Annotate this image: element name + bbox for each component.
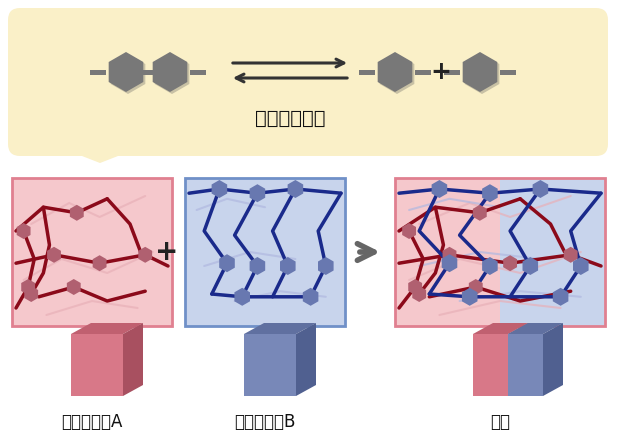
Polygon shape	[553, 288, 569, 306]
Polygon shape	[67, 279, 81, 295]
Polygon shape	[463, 52, 497, 92]
Bar	[134, 69, 150, 74]
Bar	[90, 69, 106, 74]
Polygon shape	[70, 205, 84, 221]
Text: 接着: 接着	[490, 413, 510, 431]
Polygon shape	[92, 255, 107, 271]
Polygon shape	[71, 323, 143, 334]
Polygon shape	[288, 180, 303, 198]
Text: 架橋高分子A: 架橋高分子A	[61, 413, 123, 431]
Polygon shape	[318, 257, 334, 275]
Polygon shape	[564, 247, 578, 263]
Polygon shape	[533, 180, 548, 198]
Polygon shape	[441, 254, 458, 272]
Polygon shape	[402, 223, 416, 239]
Polygon shape	[508, 334, 543, 396]
Polygon shape	[123, 323, 143, 396]
Polygon shape	[473, 334, 508, 396]
Polygon shape	[296, 323, 316, 396]
Polygon shape	[443, 247, 456, 263]
Polygon shape	[24, 286, 38, 302]
Bar	[500, 69, 516, 74]
Polygon shape	[482, 257, 498, 275]
Polygon shape	[573, 257, 588, 275]
Polygon shape	[250, 184, 265, 202]
Polygon shape	[473, 205, 487, 221]
Polygon shape	[508, 323, 528, 396]
Polygon shape	[508, 323, 563, 334]
Polygon shape	[138, 247, 152, 263]
Bar	[444, 69, 460, 74]
Polygon shape	[111, 54, 145, 94]
Bar	[395, 178, 500, 326]
Polygon shape	[21, 279, 35, 295]
Polygon shape	[379, 54, 414, 94]
Polygon shape	[234, 288, 250, 306]
Polygon shape	[408, 279, 422, 295]
Polygon shape	[432, 180, 447, 198]
Polygon shape	[244, 334, 296, 396]
Text: +: +	[156, 238, 179, 266]
Polygon shape	[412, 286, 426, 302]
Polygon shape	[153, 52, 187, 92]
Polygon shape	[219, 254, 235, 272]
Polygon shape	[303, 288, 319, 306]
Polygon shape	[211, 180, 227, 198]
Polygon shape	[523, 257, 538, 275]
FancyBboxPatch shape	[185, 178, 345, 326]
Bar	[359, 69, 375, 74]
FancyBboxPatch shape	[8, 8, 608, 156]
Text: 架橋高分子B: 架橋高分子B	[234, 413, 296, 431]
Polygon shape	[280, 257, 296, 275]
Polygon shape	[378, 52, 412, 92]
Polygon shape	[71, 334, 123, 396]
Bar	[146, 69, 162, 74]
Text: +: +	[430, 60, 451, 84]
Polygon shape	[473, 323, 528, 334]
Text: 動的共有結合: 動的共有結合	[255, 108, 326, 128]
Polygon shape	[469, 279, 483, 295]
Polygon shape	[464, 54, 499, 94]
Polygon shape	[482, 184, 498, 202]
Polygon shape	[543, 323, 563, 396]
Polygon shape	[244, 323, 316, 334]
Polygon shape	[108, 52, 143, 92]
Bar	[190, 69, 206, 74]
Polygon shape	[17, 223, 30, 239]
Polygon shape	[82, 156, 118, 163]
Bar	[500, 178, 605, 326]
Polygon shape	[47, 247, 61, 263]
Polygon shape	[503, 255, 517, 271]
FancyBboxPatch shape	[12, 178, 172, 326]
Polygon shape	[154, 54, 189, 94]
Bar	[415, 69, 431, 74]
Polygon shape	[250, 257, 265, 275]
Polygon shape	[462, 288, 477, 306]
